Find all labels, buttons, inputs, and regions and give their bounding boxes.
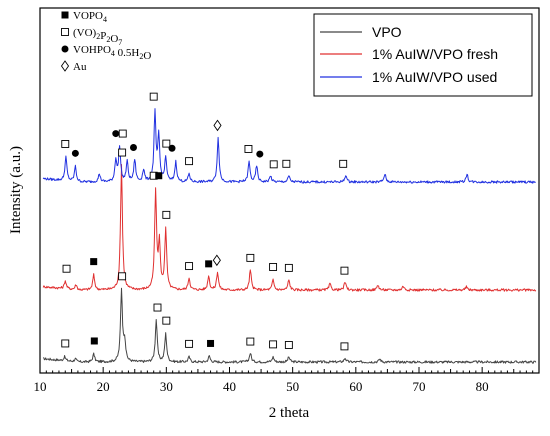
x-ticks: 10 20 30 40 50 60 70 80 xyxy=(34,367,534,394)
peak-marker-open-diamond-33 xyxy=(213,119,222,132)
peak-marker-open-square-13 xyxy=(118,148,127,157)
peak-marker-open-square-34 xyxy=(244,145,253,153)
peak-marker-filled-square-18 xyxy=(205,260,213,268)
legend: VPO 1% AuIW/VPO fresh 1% AuIW/VPO used xyxy=(313,13,533,97)
peak-marker-open-diamond-19 xyxy=(212,254,221,267)
peak-marker-open-square-22 xyxy=(284,263,293,272)
series-line-1 xyxy=(42,164,537,292)
peak-marker-open-square-17 xyxy=(185,262,194,271)
key-symbol-filled-circle xyxy=(61,45,69,53)
key-label-0: VOPO4 xyxy=(73,10,107,24)
x-tick-label-40: 40 xyxy=(223,379,236,394)
peak-marker-open-square-10 xyxy=(340,342,349,351)
peak-marker-open-square-29 xyxy=(149,92,158,101)
key-label-3: Au xyxy=(73,61,87,73)
peak-marker-open-square-16 xyxy=(162,210,171,219)
plot-frame xyxy=(39,7,540,374)
peak-marker-open-square-27 xyxy=(118,129,127,138)
x-tick-label-60: 60 xyxy=(349,379,362,394)
peak-marker-open-square-21 xyxy=(269,263,278,271)
peak-marker-open-square-3 xyxy=(153,303,162,312)
legend-box xyxy=(313,13,533,97)
peak-marker-open-square-11 xyxy=(62,264,71,273)
peak-marker-open-square-9 xyxy=(284,341,293,349)
peak-marker-open-square-32 xyxy=(185,157,194,166)
legend-label-vpo: VPO xyxy=(372,24,402,40)
peak-marker-filled-circle-35 xyxy=(256,150,264,158)
x-tick-label-30: 30 xyxy=(160,379,173,394)
peak-marker-filled-square-12 xyxy=(90,258,98,266)
legend-label-used: 1% AuIW/VPO used xyxy=(372,69,497,85)
peak-marker-open-square-5 xyxy=(185,339,194,348)
peak-marker-open-square-30 xyxy=(162,139,171,148)
marker-layer xyxy=(61,92,349,351)
peak-marker-open-square-8 xyxy=(269,340,278,349)
x-tick-label-50: 50 xyxy=(286,379,299,394)
key-symbol-open-diamond xyxy=(60,60,70,72)
peak-marker-open-square-4 xyxy=(162,316,171,325)
peak-marker-open-square-0 xyxy=(61,339,70,348)
peak-marker-filled-square-15 xyxy=(155,172,163,180)
peak-marker-filled-circle-25 xyxy=(71,149,79,157)
peak-marker-open-square-24 xyxy=(61,140,70,148)
x-tick-label-20: 20 xyxy=(97,379,110,394)
peak-marker-filled-square-1 xyxy=(90,337,98,345)
peak-marker-open-square-7 xyxy=(246,337,255,346)
x-tick-label-80: 80 xyxy=(476,379,489,394)
key-label-2: VOHPO4 0.5H2O xyxy=(73,44,151,62)
y-axis-title: Intensity (a.u.) xyxy=(8,146,24,234)
peak-marker-open-square-2 xyxy=(118,272,127,281)
x-tick-label-70: 70 xyxy=(412,379,425,394)
peak-marker-open-square-37 xyxy=(282,159,291,168)
peak-marker-filled-circle-31 xyxy=(168,144,176,152)
legend-label-fresh: 1% AuIW/VPO fresh xyxy=(372,46,498,62)
key-symbol-open-square xyxy=(61,28,69,36)
peak-marker-filled-circle-26 xyxy=(112,130,120,138)
peak-marker-filled-square-6 xyxy=(207,339,215,347)
key-label-1: (VO)2P2O7 xyxy=(73,27,122,47)
peak-marker-filled-circle-28 xyxy=(129,144,137,152)
series-layer xyxy=(42,108,537,364)
series-line-2 xyxy=(42,108,536,184)
x-axis-title: 2 theta xyxy=(269,405,310,421)
peak-marker-open-square-20 xyxy=(246,253,255,262)
peak-marker-open-square-23 xyxy=(340,266,349,275)
series-line-0 xyxy=(43,287,537,364)
x-tick-label-10: 10 xyxy=(34,379,47,394)
key-symbol-filled-square xyxy=(61,11,69,19)
peak-marker-open-square-36 xyxy=(269,160,278,169)
peak-marker-open-square-38 xyxy=(339,159,348,168)
